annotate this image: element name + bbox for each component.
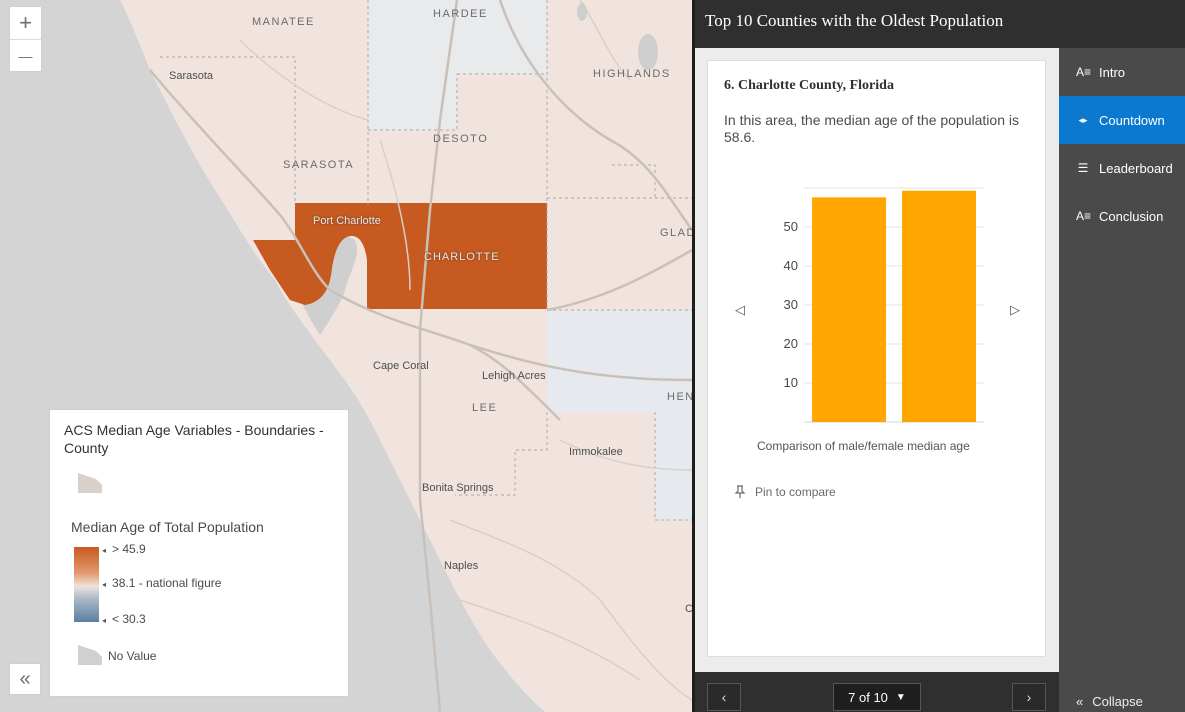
county-label-sarasota: SARASOTA <box>283 159 355 171</box>
legend-color-ramp <box>74 547 99 622</box>
card-title: 6. Charlotte County, Florida <box>724 78 894 93</box>
county-label-charlotte: CHARLOTTE <box>424 251 500 263</box>
chart-bars <box>812 190 976 422</box>
split-divider[interactable] <box>692 0 695 712</box>
zoom-controls: + — <box>9 6 42 72</box>
arrows-horizontal-icon: ◂▸ <box>1078 114 1088 125</box>
story-title: Top 10 Counties with the Oldest Populati… <box>705 11 1004 30</box>
previous-button[interactable]: ‹ <box>707 683 741 711</box>
city-label-partial: C <box>685 603 692 615</box>
bar-chart: 10 20 30 40 50 <box>784 187 984 423</box>
legend-subtitle: Median Age of Total Population <box>71 519 264 535</box>
county-label-manatee: MANATEE <box>252 16 315 28</box>
chevron-right-icon: › <box>1026 689 1032 705</box>
double-chevron-left-icon: « <box>19 667 31 690</box>
y-tick-label: 10 <box>784 375 798 390</box>
legend-novalue-label: No Value <box>108 649 157 663</box>
story-card: 6. Charlotte County, Florida In this are… <box>707 60 1046 657</box>
city-label-bonita-springs: Bonita Springs <box>422 482 494 494</box>
county-label-desoto: DESOTO <box>433 133 489 145</box>
collapse-button[interactable]: « Collapse <box>1076 694 1143 709</box>
chart-bar[interactable] <box>902 190 976 422</box>
legend-tick-low: < 30.3 <box>102 612 146 626</box>
nav-item-label: Countdown <box>1099 112 1165 128</box>
story-header: Top 10 Counties with the Oldest Populati… <box>695 0 1185 48</box>
city-label-naples: Naples <box>444 560 479 572</box>
pin-label: Pin to compare <box>755 485 836 499</box>
lake <box>638 34 658 70</box>
chevron-left-icon: ‹ <box>721 689 727 705</box>
story-footer: ‹ 7 of 10 ▼ › <box>695 672 1059 712</box>
legend-novalue-swatch <box>78 645 102 665</box>
chart-prev-icon[interactable]: ◁ <box>735 302 745 317</box>
county-label-hardee: HARDEE <box>433 8 488 20</box>
next-button[interactable]: › <box>1012 683 1046 711</box>
text-align-icon: A≡ <box>1076 209 1092 223</box>
legend-title: ACS Median Age Variables - Boundaries - … <box>64 422 324 456</box>
land-mass <box>120 0 692 712</box>
nav-item-conclusion[interactable]: A≡ Conclusion <box>1059 192 1185 240</box>
nav-item-intro[interactable]: A≡ Intro <box>1059 48 1185 96</box>
county-label-glades: GLADI <box>660 227 692 239</box>
y-tick-label: 30 <box>784 297 798 312</box>
county-label-highlands: HIGHLANDS <box>593 68 671 80</box>
legend-tick-high: > 45.9 <box>102 542 146 556</box>
page-select[interactable]: 7 of 10 ▼ <box>833 683 921 711</box>
caret-down-icon: ▼ <box>895 691 906 703</box>
city-label-sarasota: Sarasota <box>169 70 214 82</box>
nav-item-label: Intro <box>1099 64 1126 80</box>
expand-legend-button[interactable]: « <box>9 663 41 695</box>
zoom-out-button[interactable]: — <box>10 39 41 71</box>
nav-item-leaderboard[interactable]: ☰ Leaderboard <box>1059 144 1185 192</box>
zoom-in-button[interactable]: + <box>19 10 32 35</box>
city-label-port-charlotte: Port Charlotte <box>313 215 381 227</box>
basemap <box>120 0 692 712</box>
chart-next-icon[interactable]: ▷ <box>1010 302 1020 317</box>
county-hardee <box>368 0 547 130</box>
lake <box>577 3 587 21</box>
chart-bar[interactable] <box>812 197 886 422</box>
text-align-icon: A≡ <box>1076 65 1092 79</box>
pin-to-compare-button[interactable]: Pin to compare <box>734 485 836 499</box>
nav-item-label: Conclusion <box>1099 208 1164 224</box>
y-tick-label: 50 <box>784 219 798 234</box>
side-nav: A≡ Intro ◂▸ Countdown ☰ Leaderboard A≡ C… <box>1059 48 1185 712</box>
card-text: In this area, the median age of the popu… <box>724 112 1019 145</box>
numbered-list-icon: ☰ <box>1077 161 1089 175</box>
map-view[interactable]: MANATEE HARDEE HIGHLANDS DESOTO SARASOTA… <box>0 0 692 712</box>
chart-ticks: 10 20 30 40 50 <box>784 219 798 390</box>
nav-item-countdown[interactable]: ◂▸ Countdown <box>1059 96 1185 144</box>
legend-panel: ACS Median Age Variables - Boundaries - … <box>49 409 349 697</box>
county-charlotte <box>253 203 547 309</box>
y-tick-label: 40 <box>784 258 798 273</box>
county-label-hendry: HENI <box>667 391 692 403</box>
story-panel: 6. Charlotte County, Florida In this are… <box>695 48 1059 672</box>
page-select-value: 7 of 10 <box>848 689 888 705</box>
collapse-label: Collapse <box>1092 694 1143 709</box>
city-label-cape-coral: Cape Coral <box>373 360 429 372</box>
nav-item-label: Leaderboard <box>1099 160 1173 176</box>
y-tick-label: 20 <box>784 336 798 351</box>
legend-layer-swatch <box>78 473 102 493</box>
county-label-lee: LEE <box>472 402 498 414</box>
city-label-lehigh-acres: Lehigh Acres <box>482 370 546 382</box>
city-label-immokalee: Immokalee <box>569 446 623 458</box>
pin-icon <box>734 485 746 498</box>
chart-caption: Comparison of male/female median age <box>757 439 970 453</box>
double-chevron-left-icon: « <box>1076 694 1084 709</box>
legend-tick-mid: 38.1 - national figure <box>102 576 221 590</box>
